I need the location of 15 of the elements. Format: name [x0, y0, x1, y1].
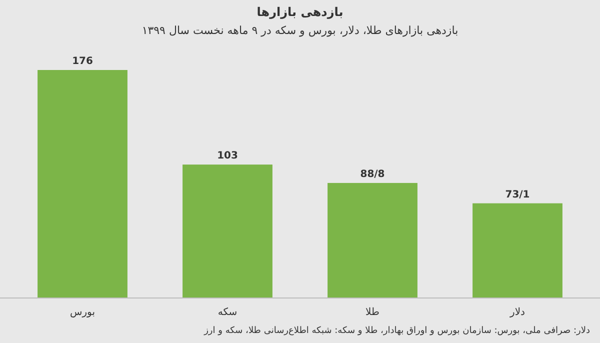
bar: [182, 164, 272, 298]
chart-subtitle: بازدهی بازارهای طلا، دلار، بورس و سکه در ۹ ماهه نخست سال ۱۳۹۹: [142, 24, 458, 37]
data-label: 103: [217, 150, 238, 162]
text: دلار: صرافی ملی، بورس: سازمان بورس و اوراق بهادار، طلا و سکه: شبکه اطلاع‌رسانی طلا، سکه و ارز: [203, 326, 590, 336]
x-tick-label: دلار: [509, 307, 525, 318]
x-tick-label: سکه: [218, 307, 238, 318]
bar: [472, 203, 562, 298]
bar: [38, 70, 128, 298]
chart-title: بازدهی بازارها: [256, 5, 344, 19]
x-tick-label: بورس: [70, 307, 95, 318]
bar: [328, 182, 418, 298]
x-tick-label: طلا: [366, 307, 380, 318]
data-label: 88/8: [360, 168, 385, 180]
data-label: 176: [72, 56, 93, 67]
data-label: 73/1: [505, 189, 530, 200]
